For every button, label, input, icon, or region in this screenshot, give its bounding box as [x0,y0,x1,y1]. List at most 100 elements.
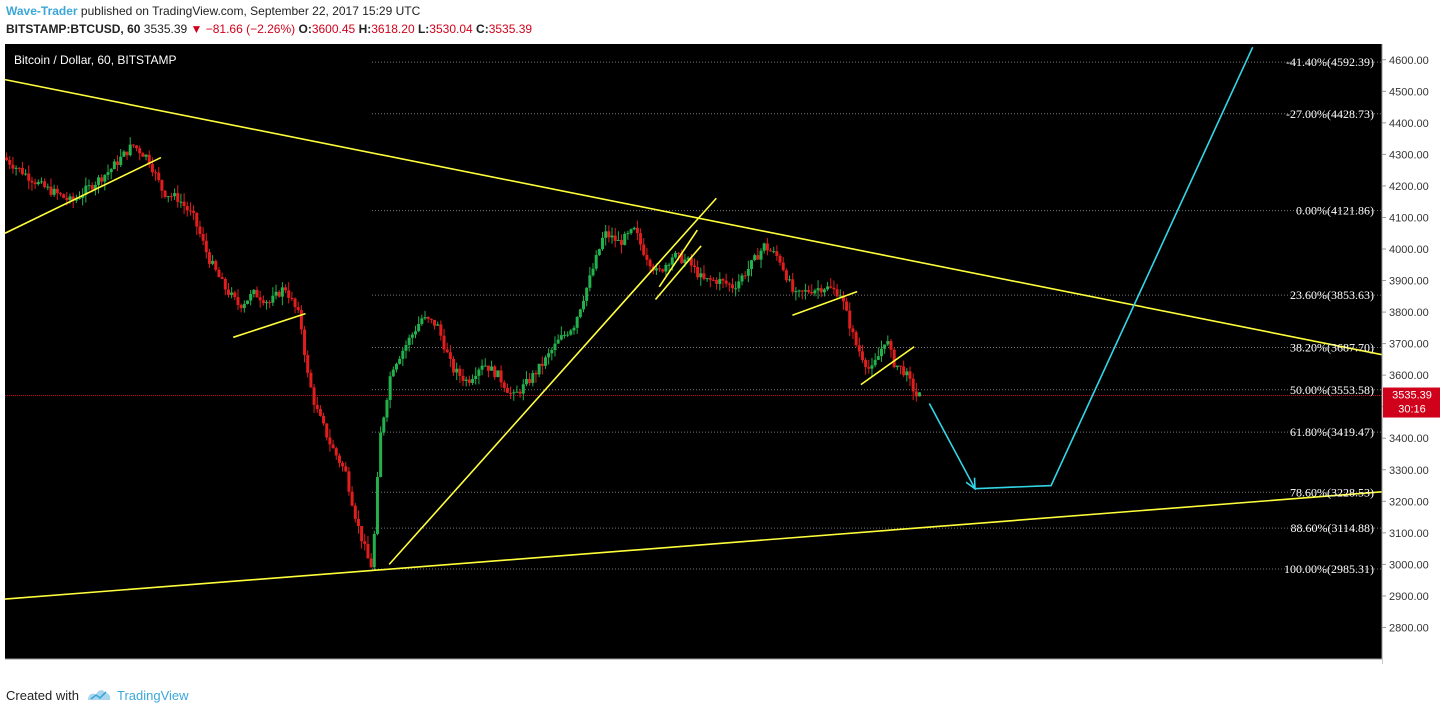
candle-body [886,341,890,345]
candle-body [87,185,91,187]
candle-body [239,304,243,309]
candle-body [686,257,690,260]
chart-canvas[interactable]: -41.40%(4592.39) -27.00%(4428.73) 0.00%(41… [0,44,1440,664]
candle-body [163,190,167,197]
price-tick-label: 4300.00 [1389,149,1429,161]
candle-body [474,375,478,380]
candle-body [851,328,855,333]
candle-body [537,363,541,375]
candle-body [838,295,842,297]
candle-body [417,324,421,332]
candle-body [486,365,490,371]
candle-body [58,193,62,195]
candle-body [813,290,817,294]
candle-body [344,466,348,472]
candle-body [467,379,471,383]
candle-body [201,234,205,241]
candle-body [616,239,620,241]
chart-title: Bitcoin / Dollar, 60, BITSTAMP [14,53,177,67]
candle-body [141,153,145,157]
candle-body [30,180,34,183]
fib-label: 61.80%(3419.47) [1290,425,1374,439]
candle-body [788,279,792,281]
candle-body [322,415,326,424]
candle-body [458,368,462,376]
candle-body [737,281,741,289]
candle-body [379,432,383,478]
candle-body [52,188,56,195]
candle-body [11,164,15,169]
candle-body [743,275,747,277]
candle-body [318,409,322,416]
last-price-tag-label: 3535.39 [1392,390,1432,402]
candle-body [914,391,918,397]
candle-body [521,384,525,394]
candle-body [879,348,883,357]
candle-body [420,318,424,325]
candle-body [664,264,668,272]
candle-body [46,186,50,188]
tradingview-logo-icon[interactable] [86,686,112,704]
candle-body [471,379,475,383]
candle-body [68,196,72,200]
candle-body [315,404,319,410]
candle-body [423,317,427,319]
candle-body [192,210,196,213]
candle-body [24,173,28,175]
tradingview-link[interactable]: TradingView [117,688,189,703]
time-axis[interactable]: 111213141516171819202122232425262728 [5,658,1382,664]
candle-body [293,298,297,308]
candle-body [765,243,769,251]
candle-body [258,297,262,301]
candle-body [715,279,719,284]
price-axis[interactable]: 2800.00 2900.00 3000.00 3100.00 3200.00 3300.… [1381,44,1440,664]
candle-body [157,172,161,181]
projection-arrowhead [965,477,976,491]
candle-body [905,371,909,376]
candle-body [582,300,586,310]
candle-body [306,355,310,373]
candle-body [265,302,269,304]
low-value: 3530.04 [429,22,473,36]
candle-body [819,288,823,293]
candle-body [14,167,18,169]
candle-body [601,237,605,250]
candle-body [198,226,202,235]
publish-text: published on TradingView.com, September … [77,4,421,18]
candle-body [287,290,291,298]
candle-body [299,310,303,330]
candle-body [223,278,227,290]
candle-body [800,290,804,292]
candle-body [173,193,177,197]
candle-body [575,317,579,328]
candle-body [185,206,189,211]
candle-body [547,353,551,358]
candle-body [604,231,608,238]
candle-body [477,369,481,376]
fib-label: -41.40%(4592.39) [1286,55,1374,69]
candle-body [898,365,902,367]
trendline-flag-1b [654,245,702,300]
candle-body [540,363,544,366]
candle-body [334,448,338,456]
price-tick-label: 3300.00 [1389,465,1429,477]
author-link[interactable]: Wave-Trader [6,4,78,18]
trendline-flag-2 [792,290,858,316]
candle-body [480,365,484,370]
candle-body [718,279,722,284]
change-value: ▼ −81.66 (−2.26%) [190,22,296,36]
candle-body [585,287,589,301]
candle-body [556,339,560,344]
candle-body [261,300,265,304]
price-tick-label: 2800.00 [1389,622,1429,634]
chart-area[interactable]: -41.40%(4592.39) -27.00%(4428.73) 0.00%(41… [0,44,1440,664]
candle-body [74,198,78,201]
candle-body [284,287,288,291]
fib-label: 50.00%(3553.58) [1290,383,1374,397]
candle-body [277,291,281,297]
candle-body [147,154,151,165]
candle-body [356,518,360,526]
candle-body [648,259,652,267]
candle-body [8,159,12,165]
candle-body [667,264,671,266]
